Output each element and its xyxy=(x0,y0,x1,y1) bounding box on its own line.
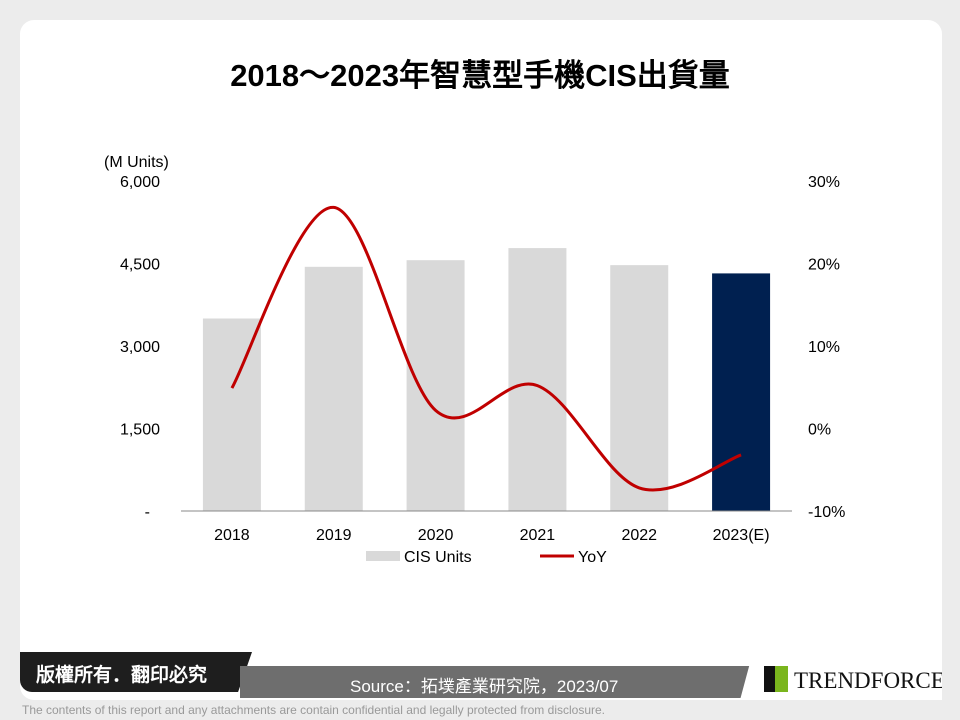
y-axis-label: (M Units) xyxy=(104,154,169,171)
x-tick-label: 2019 xyxy=(316,527,352,544)
slide-card xyxy=(20,20,942,700)
chart-title: 2018～2023年智慧型手機CIS出貨量 xyxy=(230,58,730,93)
yoy-line xyxy=(230,205,742,492)
y2-tick-label: 20% xyxy=(808,257,840,274)
x-tick-label: 2020 xyxy=(418,527,454,544)
copyright-text: 版權所有．翻印必究 xyxy=(36,665,208,686)
y-tick-label: - xyxy=(145,504,150,521)
chart: (M Units) 2018 2019 2020 2021 2022 2023(E) - 1,… xyxy=(104,154,845,566)
x-tick-label: 2018 xyxy=(214,527,250,544)
y-tick-label: 4,500 xyxy=(120,257,160,274)
bar-2018 xyxy=(202,318,261,511)
y-tick-label: 3,000 xyxy=(120,339,160,356)
x-tick-label: 2022 xyxy=(621,527,657,544)
y2-tick-label: 0% xyxy=(808,422,831,439)
bar-2023(E) xyxy=(712,273,771,511)
source-text: Source：拓墣產業研究院，2023/07 xyxy=(350,677,619,696)
y2-tick-label: 30% xyxy=(808,174,840,191)
legend: CIS Units YoY xyxy=(366,549,607,566)
y2-tick-label: -10% xyxy=(808,504,845,521)
legend-label-yoy: YoY xyxy=(578,549,607,566)
logo-mark-icon xyxy=(764,666,788,692)
y-tick-label: 1,500 xyxy=(120,422,160,439)
brand-name: TRENDFORCE xyxy=(794,668,945,693)
legend-label-units: CIS Units xyxy=(404,549,472,566)
bar-2021 xyxy=(508,248,567,511)
copyright-banner: 版權所有．翻印必究 xyxy=(20,652,252,692)
y-tick-label: 6,000 xyxy=(120,174,160,191)
bar-2020 xyxy=(406,260,465,511)
trendforce-logo: TRENDFORCE xyxy=(740,640,942,700)
bar-2022 xyxy=(610,265,669,511)
bar-2019 xyxy=(304,266,363,511)
disclaimer: The contents of this report and any atta… xyxy=(22,703,605,717)
legend-swatch-units xyxy=(366,551,400,561)
x-tick-label: 2021 xyxy=(520,527,556,544)
x-tick-label: 2023(E) xyxy=(713,527,770,544)
source-banner: Source：拓墣產業研究院，2023/07 xyxy=(240,666,750,698)
y2-tick-label: 10% xyxy=(808,339,840,356)
